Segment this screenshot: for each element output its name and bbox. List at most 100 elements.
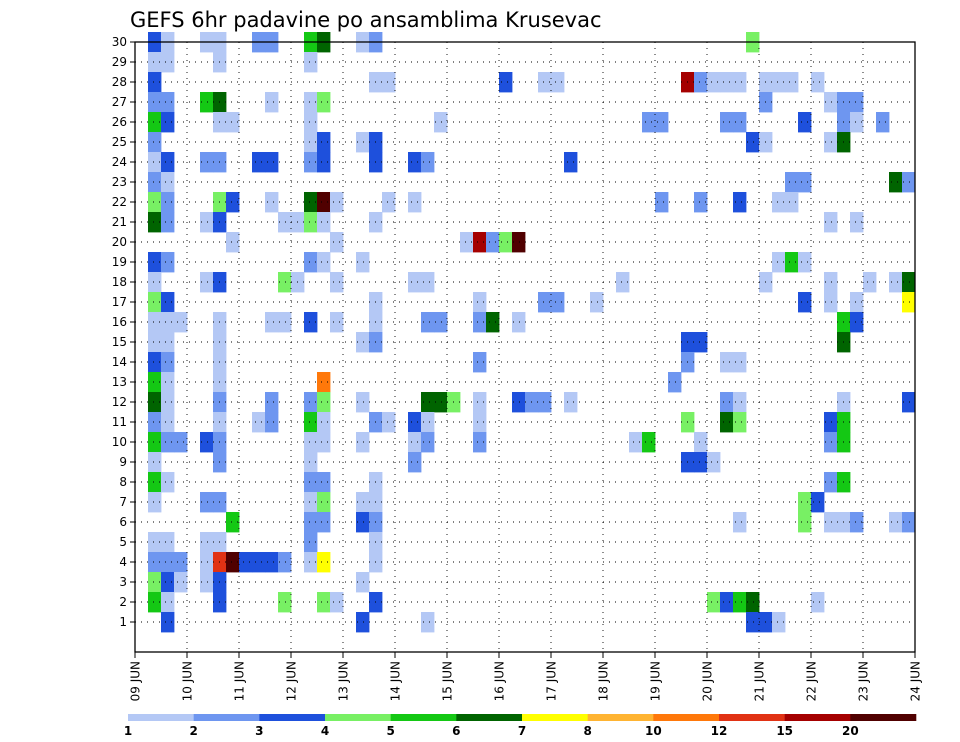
heatmap-cell bbox=[486, 312, 500, 333]
y-tick-label: 18 bbox=[112, 275, 127, 289]
heatmap-cell bbox=[707, 452, 721, 473]
heatmap-cell bbox=[382, 72, 396, 93]
colorbar-label: 8 bbox=[583, 724, 591, 738]
heatmap-cell bbox=[434, 392, 448, 413]
heatmap-cell bbox=[473, 392, 487, 413]
heatmap-cell bbox=[304, 92, 318, 113]
heatmap-cell bbox=[278, 272, 292, 293]
heatmap-cell bbox=[408, 152, 422, 173]
y-tick-label: 21 bbox=[112, 215, 127, 229]
chart-title: GEFS 6hr padavine po ansamblima Krusevac bbox=[130, 8, 602, 32]
heatmap-cell bbox=[785, 72, 799, 93]
colorbar-swatch bbox=[784, 714, 851, 721]
x-tick-label: 11 JUN bbox=[233, 661, 247, 701]
x-tick-label: 23 JUN bbox=[857, 661, 871, 701]
heatmap-cell bbox=[161, 312, 175, 333]
heatmap-cell bbox=[174, 312, 188, 333]
y-axis: 1234567891011121314151617181920212223242… bbox=[112, 35, 135, 629]
heatmap-cell bbox=[265, 412, 279, 433]
heatmap-cell bbox=[148, 72, 162, 93]
heatmap-cell bbox=[902, 172, 916, 193]
x-tick-label: 22 JUN bbox=[805, 661, 819, 701]
heatmap-cell bbox=[317, 192, 331, 213]
heatmap-cell bbox=[317, 432, 331, 453]
x-tick-label: 19 JUN bbox=[649, 661, 663, 701]
y-tick-label: 7 bbox=[119, 495, 127, 509]
heatmap-cell bbox=[824, 272, 838, 293]
heatmap-cell bbox=[473, 292, 487, 313]
heatmap-cell bbox=[538, 72, 552, 93]
y-tick-label: 24 bbox=[112, 155, 127, 169]
heatmap-cell bbox=[733, 192, 747, 213]
heatmap-cell bbox=[317, 132, 331, 153]
heatmap-cell bbox=[148, 272, 162, 293]
heatmap-cell bbox=[408, 452, 422, 473]
heatmap-cell bbox=[200, 152, 214, 173]
y-tick-label: 1 bbox=[119, 615, 127, 629]
heatmap-cell bbox=[317, 372, 331, 393]
heatmap-cell bbox=[356, 612, 370, 633]
heatmap-cell bbox=[473, 432, 487, 453]
heatmap-cell bbox=[785, 172, 799, 193]
heatmap-cell bbox=[824, 512, 838, 533]
heatmap-cell bbox=[720, 392, 734, 413]
heatmap-cell bbox=[499, 232, 513, 253]
heatmap-cell bbox=[590, 292, 604, 313]
heatmap-cell bbox=[252, 152, 266, 173]
heatmap-cell bbox=[161, 112, 175, 133]
heatmap-cell bbox=[707, 72, 721, 93]
x-tick-label: 14 JUN bbox=[389, 661, 403, 701]
heatmap-cell bbox=[772, 252, 786, 273]
heatmap-cell bbox=[148, 372, 162, 393]
heatmap-cell bbox=[304, 392, 318, 413]
heatmap-cell bbox=[356, 332, 370, 353]
heatmap-cell bbox=[265, 92, 279, 113]
heatmap-cell bbox=[694, 452, 708, 473]
heatmap-cell bbox=[161, 152, 175, 173]
heatmap-cell bbox=[421, 312, 435, 333]
heatmap-cell bbox=[148, 332, 162, 353]
heatmap-cell bbox=[161, 472, 175, 493]
colorbar-label: 15 bbox=[776, 724, 793, 738]
x-tick-label: 17 JUN bbox=[545, 661, 559, 701]
y-tick-label: 11 bbox=[112, 415, 127, 429]
heatmap-cell bbox=[850, 212, 864, 233]
heatmap-cell bbox=[694, 72, 708, 93]
heatmap-cell bbox=[148, 112, 162, 133]
heatmap-cell bbox=[161, 372, 175, 393]
heatmap-cell bbox=[785, 192, 799, 213]
heatmap-cell bbox=[811, 72, 825, 93]
heatmap-cell bbox=[226, 552, 240, 573]
heatmap-cell bbox=[330, 272, 344, 293]
heatmap-cell bbox=[733, 112, 747, 133]
y-tick-label: 2 bbox=[119, 595, 127, 609]
heatmap-cell bbox=[356, 512, 370, 533]
heatmap-cell bbox=[889, 272, 903, 293]
heatmap-cell bbox=[824, 292, 838, 313]
heatmap-cell bbox=[473, 312, 487, 333]
heatmap-cell bbox=[161, 212, 175, 233]
heatmap-cell bbox=[473, 412, 487, 433]
colorbar-label: 6 bbox=[452, 724, 460, 738]
heatmap-cell bbox=[421, 152, 435, 173]
heatmap-cell bbox=[278, 592, 292, 613]
heatmap-cell bbox=[317, 92, 331, 113]
colorbar-label: 12 bbox=[711, 724, 728, 738]
heatmap-cell bbox=[148, 392, 162, 413]
colorbar-label: 5 bbox=[386, 724, 394, 738]
heatmap-cell bbox=[694, 432, 708, 453]
heatmap-cell bbox=[733, 72, 747, 93]
heatmap-cell bbox=[824, 212, 838, 233]
y-tick-label: 17 bbox=[112, 295, 127, 309]
heatmap-cell bbox=[161, 412, 175, 433]
heatmap-cell bbox=[733, 352, 747, 373]
heatmap-cell bbox=[811, 592, 825, 613]
heatmap-cell bbox=[863, 272, 877, 293]
heatmap-cell bbox=[538, 392, 552, 413]
y-tick-label: 9 bbox=[119, 455, 127, 469]
heatmap-cell bbox=[798, 172, 812, 193]
heatmap-cell bbox=[226, 512, 240, 533]
heatmap-cell bbox=[252, 412, 266, 433]
heatmap-cell bbox=[148, 252, 162, 273]
heatmap-cell bbox=[317, 252, 331, 273]
